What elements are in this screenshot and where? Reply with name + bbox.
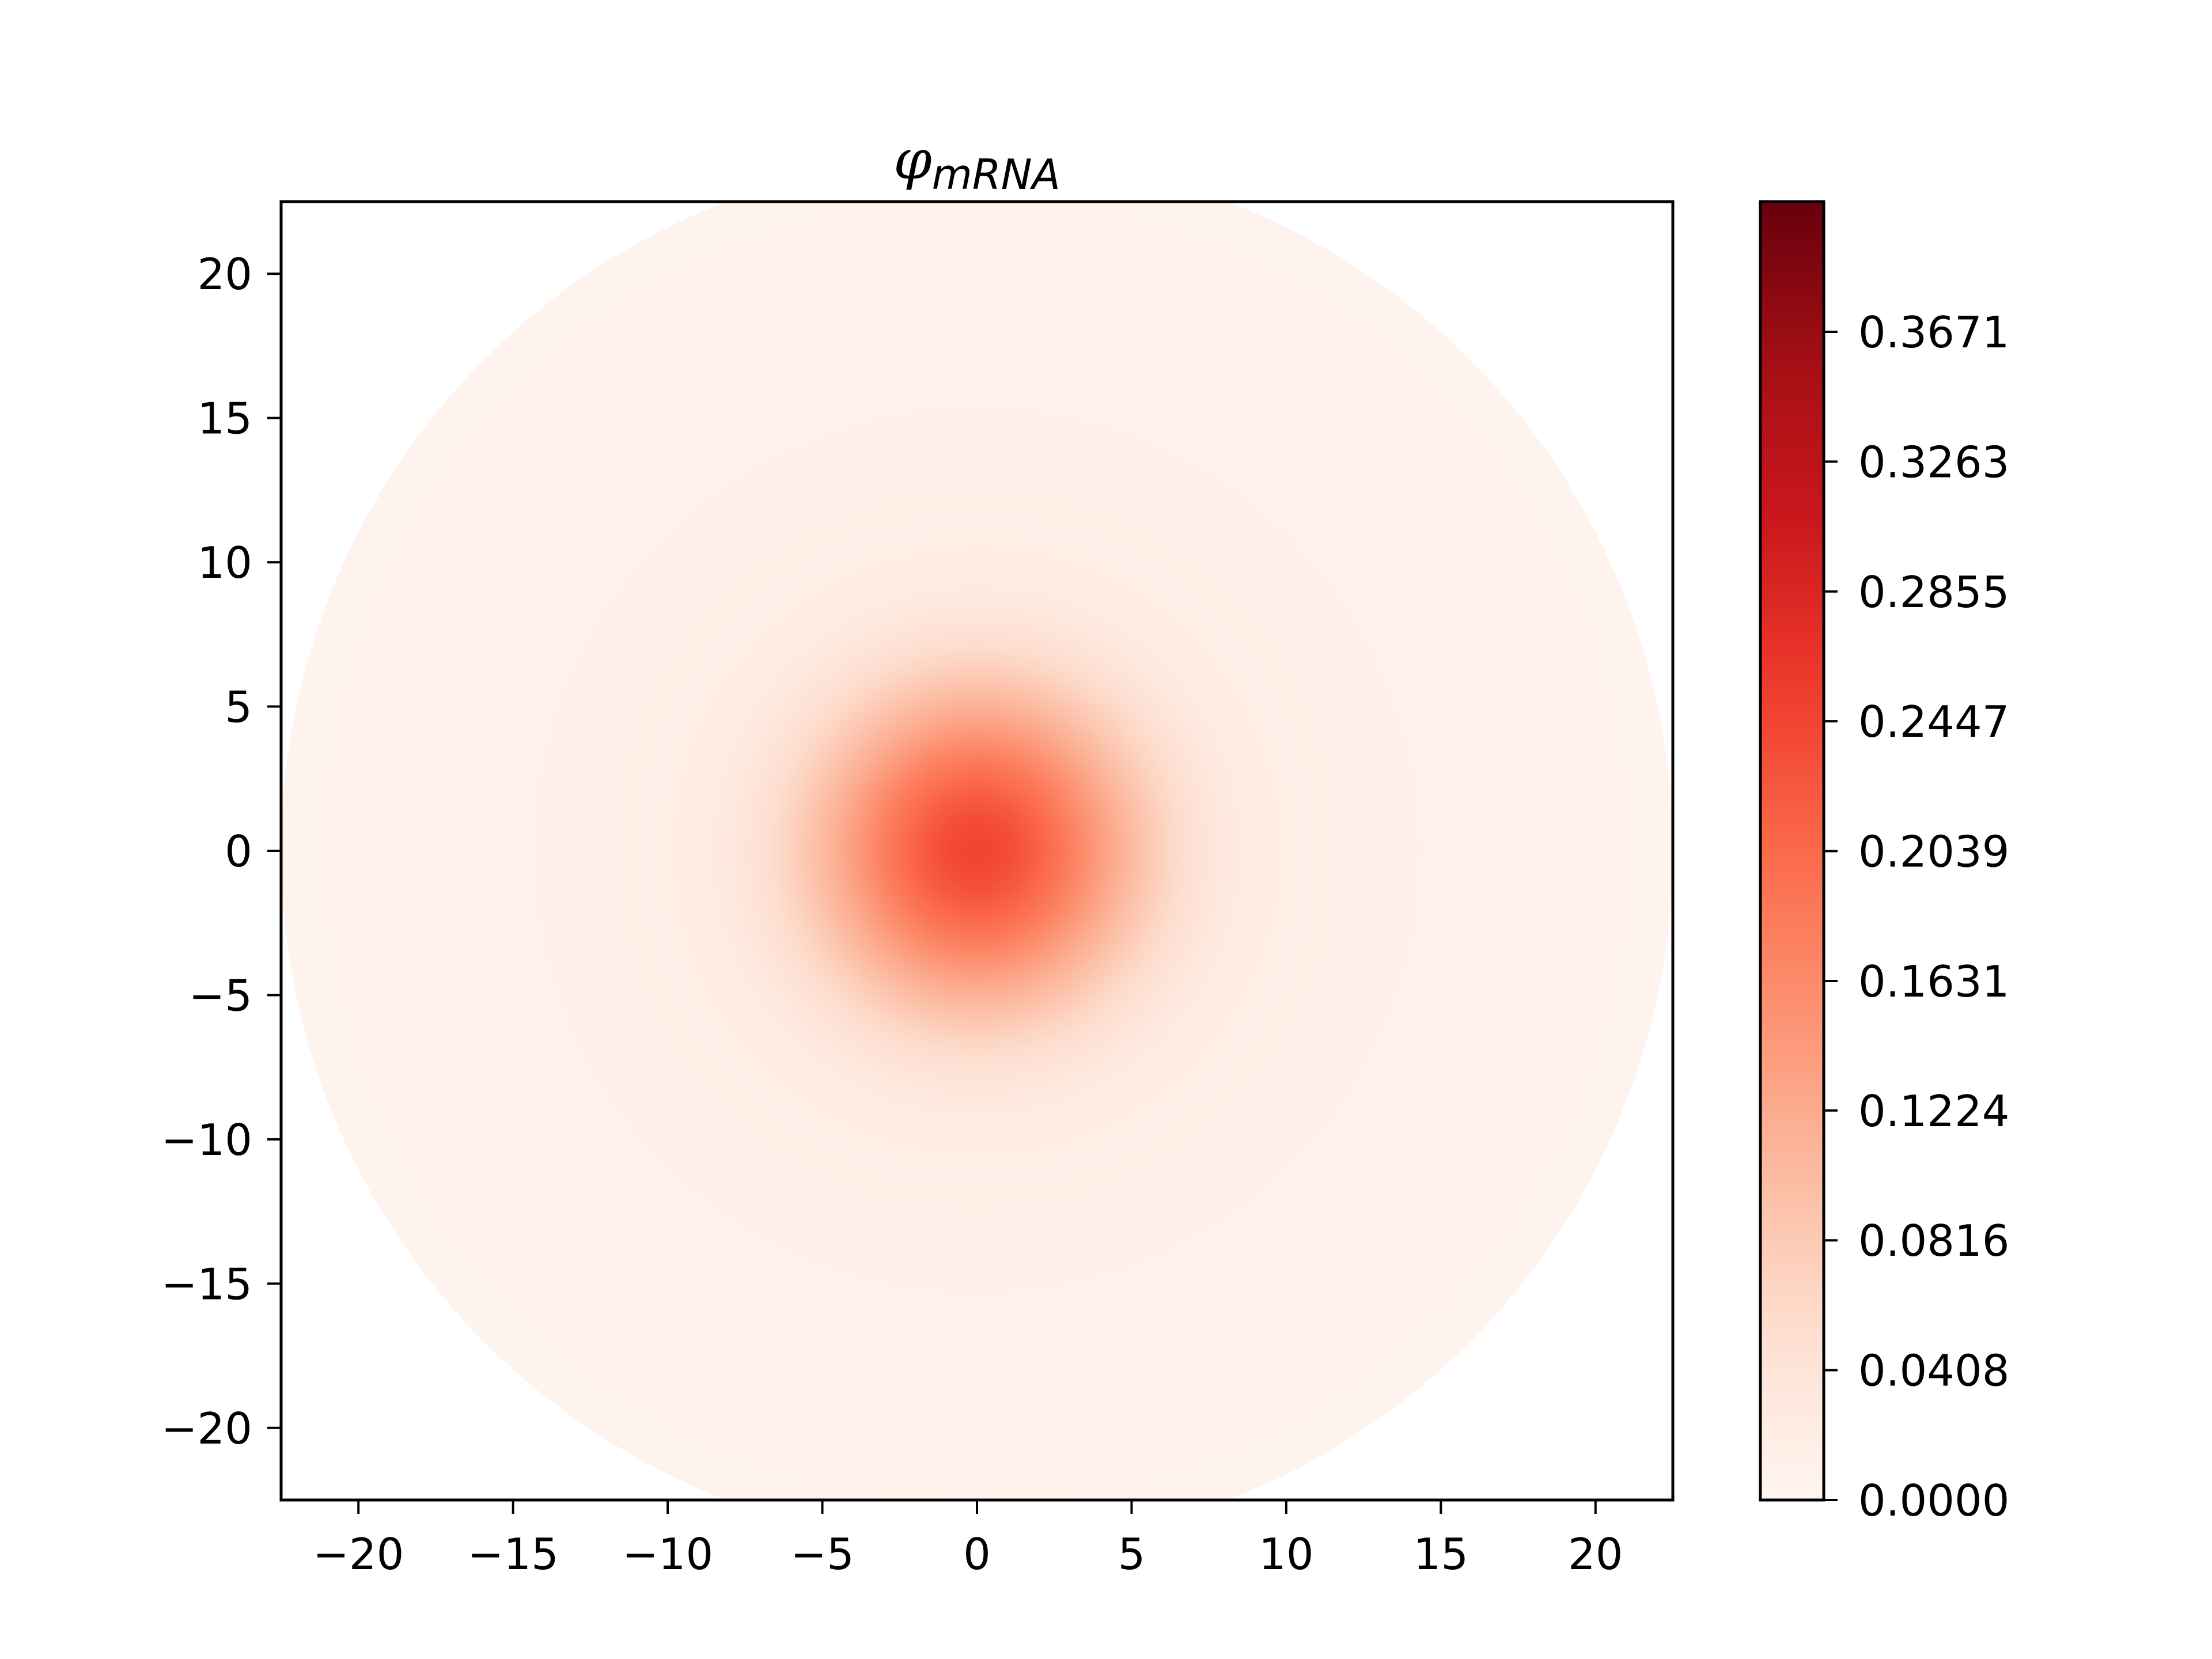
- colorbar-tick-label: 0.2039: [1858, 827, 2009, 877]
- x-tick-label: 15: [1414, 1529, 1468, 1580]
- y-tick-label: −15: [161, 1259, 252, 1309]
- y-tick-label: 15: [198, 393, 252, 444]
- x-tick-label: 5: [1118, 1529, 1146, 1580]
- y-axis-ticks: 20 15 10 5 0 −5 −10 −15 −20: [161, 249, 281, 1454]
- y-tick-label: −20: [161, 1403, 252, 1454]
- colorbar-tick-label: 0.2447: [1858, 696, 2009, 747]
- x-tick-label: 10: [1259, 1529, 1313, 1580]
- colorbar: 0.0000 0.0408 0.0816 0.1224 0.1631 0.2039 0.24…: [1759, 200, 2009, 1526]
- colorbar-tick-label: 0.3671: [1858, 307, 2009, 358]
- x-tick-label: −10: [622, 1529, 713, 1580]
- colorbar-tick-label: 0.1224: [1858, 1086, 2009, 1137]
- colorbar-tick-label: 0.1631: [1858, 956, 2009, 1007]
- colorbar-tick-label: 0.2855: [1858, 567, 2009, 618]
- x-tick-label: 20: [1568, 1529, 1623, 1580]
- colorbar-ticks: 0.0000 0.0408 0.0816 0.1224 0.1631 0.2039 0.24…: [1824, 307, 2009, 1526]
- colorbar-scale: [1759, 200, 1825, 1502]
- y-tick-label: −5: [188, 970, 252, 1021]
- colorbar-tick-label: 0.3263: [1858, 437, 2009, 487]
- y-tick-label: 5: [225, 682, 252, 733]
- colorbar-tick-label: 0.0816: [1858, 1215, 2009, 1266]
- chart-title-subscript: mRNA: [932, 150, 1060, 199]
- y-tick-label: 10: [198, 537, 252, 588]
- colorbar-tick-label: 0.0408: [1858, 1346, 2009, 1396]
- colorbar-tick-label: 0.0000: [1858, 1475, 2009, 1526]
- y-tick-label: 20: [198, 249, 252, 300]
- x-tick-label: 0: [963, 1529, 991, 1580]
- heatmap-axes: −20 −15 −10 −5 0 5 10 15 20 20 15 10 5 0 −5 −10 −15 −20: [161, 200, 1675, 1580]
- chart-title-symbol: φ: [893, 128, 932, 192]
- y-tick-label: 0: [225, 826, 252, 877]
- x-tick-label: −15: [468, 1529, 559, 1580]
- y-tick-label: −10: [161, 1115, 252, 1165]
- x-tick-label: −5: [790, 1529, 854, 1580]
- x-tick-label: −20: [313, 1529, 404, 1580]
- x-axis-ticks: −20 −15 −10 −5 0 5 10 15 20: [313, 1500, 1623, 1580]
- heatmap-field-disk: [281, 202, 1673, 1500]
- chart-title: φmRNA: [893, 128, 1060, 199]
